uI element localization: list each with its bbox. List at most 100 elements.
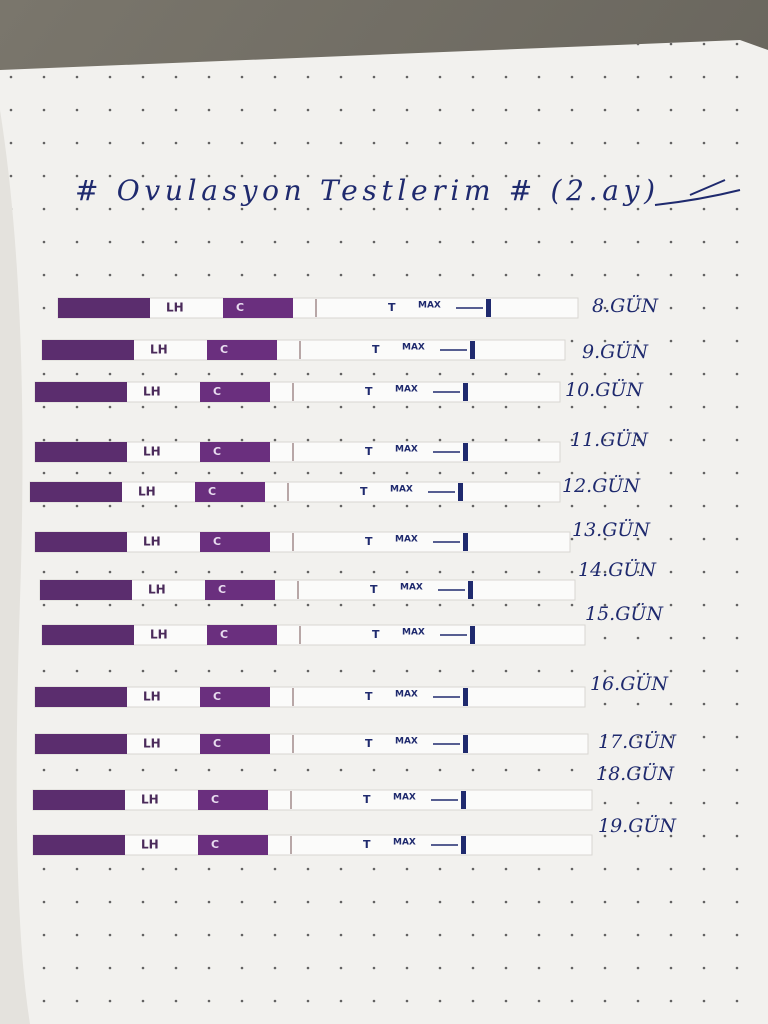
strip: LH C T MAX xyxy=(41,624,586,646)
lh-label: LH xyxy=(143,737,161,751)
max-label: MAX xyxy=(395,385,418,395)
lh-label: LH xyxy=(141,793,159,807)
page-edge-shadow xyxy=(0,110,30,1024)
c-label: C xyxy=(220,628,228,641)
title: # Ovulasyon Testlerim # (2.ay) xyxy=(75,174,655,207)
strip: LH C T MAX xyxy=(34,381,561,403)
max-label: MAX xyxy=(393,793,416,803)
day-label: 16.GÜN xyxy=(590,672,669,695)
t-label: T xyxy=(365,737,373,750)
max-bar xyxy=(458,483,463,501)
strip-handle xyxy=(35,532,127,552)
strip-handle xyxy=(35,734,127,754)
max-bar xyxy=(463,533,468,551)
c-label: C xyxy=(218,583,226,596)
control-window xyxy=(200,532,270,552)
lh-label: LH xyxy=(143,690,161,704)
t-label: T xyxy=(370,583,378,596)
scribble xyxy=(654,179,741,206)
c-label: C xyxy=(236,301,244,314)
t-label: T xyxy=(372,343,380,356)
strip: LH C T MAX xyxy=(32,789,593,811)
day-label: 12.GÜN xyxy=(562,474,641,497)
day-label: 11.GÜN xyxy=(570,428,649,451)
c-label: C xyxy=(220,343,228,356)
max-label: MAX xyxy=(395,445,418,455)
c-label: C xyxy=(213,535,221,548)
max-label: MAX xyxy=(402,628,425,638)
lh-label: LH xyxy=(143,445,161,459)
c-label: C xyxy=(211,838,219,851)
t-label: T xyxy=(360,485,368,498)
c-label: C xyxy=(213,690,221,703)
t-label: T xyxy=(363,793,371,806)
strip-handle xyxy=(42,340,134,360)
strip: LH C T MAX xyxy=(41,339,566,361)
max-label: MAX xyxy=(418,301,441,311)
max-bar xyxy=(468,581,473,599)
strip: LH C T MAX xyxy=(29,481,561,503)
day-label: 8.GÜN xyxy=(592,294,659,317)
day-label: 15.GÜN xyxy=(585,602,664,625)
day-label: 19.GÜN xyxy=(598,814,677,837)
day-label: 9.GÜN xyxy=(582,340,649,363)
test-strips: LH C T MAX LH C T MAX LH C T MAX LH C T MAX LH C T MAX LH C T M… xyxy=(29,297,593,856)
lh-label: LH xyxy=(141,838,159,852)
t-label: T xyxy=(363,838,371,851)
max-label: MAX xyxy=(395,535,418,545)
strip-handle xyxy=(35,687,127,707)
control-window xyxy=(198,835,268,855)
lh-label: LH xyxy=(138,485,156,499)
strip-handle xyxy=(42,625,134,645)
max-bar xyxy=(470,341,475,359)
max-bar xyxy=(463,383,468,401)
control-window xyxy=(200,382,270,402)
max-label: MAX xyxy=(395,690,418,700)
max-bar xyxy=(486,299,491,317)
strip: LH C T MAX xyxy=(34,441,561,463)
t-label: T xyxy=(365,535,373,548)
strip: LH C T MAX xyxy=(39,579,576,601)
control-window xyxy=(195,482,265,502)
day-label: 14.GÜN xyxy=(578,558,657,581)
day-label: 17.GÜN xyxy=(598,730,677,753)
control-window xyxy=(207,625,277,645)
day-label: 10.GÜN xyxy=(565,378,644,401)
c-label: C xyxy=(213,737,221,750)
strip: LH C T MAX xyxy=(32,834,593,856)
strip: LH C T MAX xyxy=(57,297,579,319)
strip: LH C T MAX xyxy=(34,686,586,708)
c-label: C xyxy=(213,385,221,398)
lh-label: LH xyxy=(150,343,168,357)
control-window xyxy=(200,687,270,707)
max-label: MAX xyxy=(400,583,423,593)
t-label: T xyxy=(372,628,380,641)
t-label: T xyxy=(365,445,373,458)
strip-handle xyxy=(30,482,122,502)
max-bar xyxy=(463,735,468,753)
max-label: MAX xyxy=(390,485,413,495)
control-window xyxy=(223,298,293,318)
control-window xyxy=(205,580,275,600)
day-label: 13.GÜN xyxy=(572,518,651,541)
max-bar xyxy=(461,791,466,809)
max-bar xyxy=(461,836,466,854)
c-label: C xyxy=(208,485,216,498)
c-label: C xyxy=(211,793,219,806)
t-label: T xyxy=(365,385,373,398)
control-window xyxy=(198,790,268,810)
max-bar xyxy=(463,688,468,706)
max-bar xyxy=(463,443,468,461)
control-window xyxy=(207,340,277,360)
strip: LH C T MAX xyxy=(34,733,589,755)
lh-label: LH xyxy=(143,385,161,399)
strip-handle xyxy=(40,580,132,600)
strip: LH C T MAX xyxy=(34,531,571,553)
lh-label: LH xyxy=(143,535,161,549)
max-label: MAX xyxy=(402,343,425,353)
lh-label: LH xyxy=(166,301,184,315)
max-label: MAX xyxy=(393,838,416,848)
max-label: MAX xyxy=(395,737,418,747)
